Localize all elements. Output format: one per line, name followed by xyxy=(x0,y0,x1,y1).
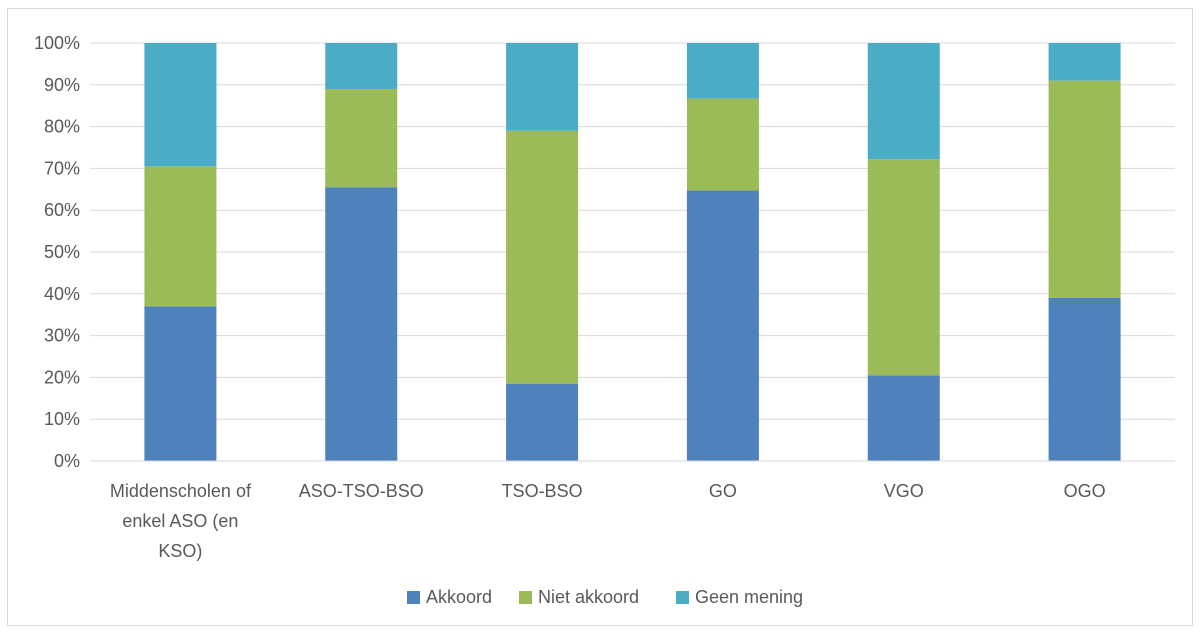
y-tick-label: 100% xyxy=(34,33,80,53)
x-tick-label: VGO xyxy=(884,481,924,501)
bar-segment xyxy=(325,43,398,89)
y-tick-label: 0% xyxy=(54,451,80,471)
bar-segment xyxy=(686,190,759,461)
bar-segment xyxy=(1048,297,1121,461)
y-tick-label: 60% xyxy=(44,200,80,220)
bar-segment xyxy=(867,43,940,160)
x-tick-label: TSO-BSO xyxy=(502,481,583,501)
legend-swatch xyxy=(407,591,420,604)
legend: Akkoord Niet akkoord Geen mening xyxy=(407,587,803,607)
bar-segment xyxy=(506,43,579,131)
y-tick-label: 20% xyxy=(44,367,80,387)
bar-segment xyxy=(325,187,398,461)
bar-segment xyxy=(686,98,759,191)
bar-segment xyxy=(506,130,579,384)
x-tick-label: OGO xyxy=(1064,481,1106,501)
legend-label: Akkoord xyxy=(426,587,492,607)
x-tick-label: ASO-TSO-BSO xyxy=(299,481,424,501)
bar-segment xyxy=(867,375,940,461)
y-tick-label: 10% xyxy=(44,409,80,429)
axes: 0% 10% 20% 30% 40% 50% 60% 70% 80% 90% 100% Middens… xyxy=(34,33,1175,561)
y-tick-label: 80% xyxy=(44,117,80,137)
legend-label: Geen mening xyxy=(695,587,803,607)
legend-swatch xyxy=(519,591,532,604)
y-tick-label: 30% xyxy=(44,326,80,346)
x-tick-label: GO xyxy=(709,481,737,501)
x-tick-label: Middenscholen of xyxy=(110,481,252,501)
legend-swatch xyxy=(676,591,689,604)
gridlines xyxy=(90,42,1175,420)
bar-segment xyxy=(506,383,579,461)
y-tick-label: 50% xyxy=(44,242,80,262)
x-tick-label: KSO) xyxy=(158,541,202,561)
bar-segment xyxy=(144,43,217,167)
bar-segment xyxy=(325,88,398,188)
bar-segment xyxy=(1048,80,1121,298)
x-tick-label: enkel ASO (en xyxy=(122,511,238,531)
bar-segment xyxy=(867,159,940,376)
y-tick-label: 70% xyxy=(44,158,80,178)
bar-segment xyxy=(686,43,759,99)
bar-segment xyxy=(144,166,217,307)
bar-segment xyxy=(144,306,217,461)
bar-segment xyxy=(1048,43,1121,81)
y-tick-label: 90% xyxy=(44,75,80,95)
bars xyxy=(144,43,1121,461)
y-tick-label: 40% xyxy=(44,284,80,304)
legend-label: Niet akkoord xyxy=(538,587,639,607)
